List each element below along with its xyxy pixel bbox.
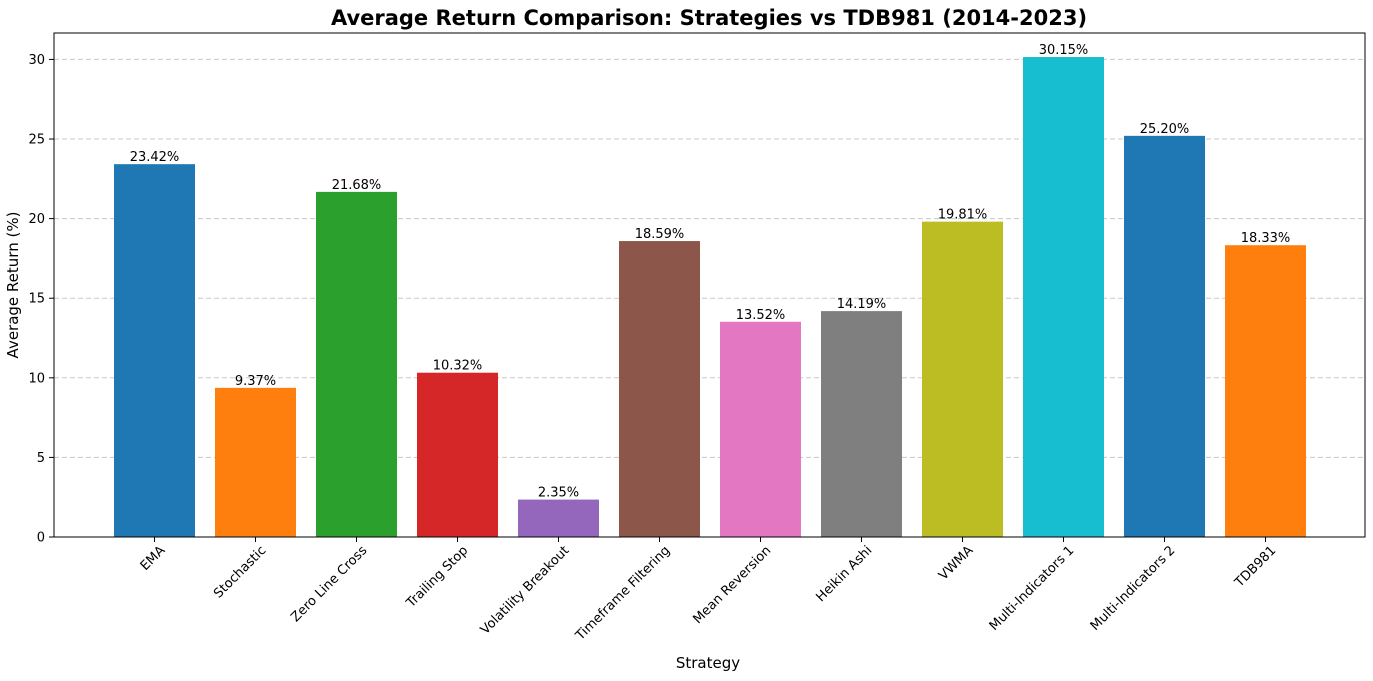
bar-value-label: 25.20%: [1140, 122, 1190, 137]
x-tick-label: Heikin Ashi: [814, 543, 876, 605]
bar: [720, 321, 801, 537]
bar: [518, 499, 599, 537]
bar-value-label: 18.59%: [635, 227, 685, 242]
x-tick-label: Multi-Indicators 2: [1088, 543, 1179, 634]
y-tick-label: 0: [37, 531, 45, 546]
bar-value-label: 18.33%: [1241, 231, 1291, 246]
x-tick-label: Timeframe Filtering: [572, 543, 673, 644]
y-tick-label: 15: [28, 292, 45, 307]
bar-value-labels: 23.42% 9.37% 21.68% 10.32% 2.35% 18.59% 13.52%…: [130, 43, 1291, 501]
y-tick-label: 25: [28, 133, 45, 148]
bar: [1124, 135, 1205, 537]
x-axis-label: Strategy: [676, 654, 740, 672]
bar-value-label: 21.68%: [332, 178, 382, 193]
bar: [619, 241, 700, 537]
y-tick-label: 10: [28, 371, 45, 386]
bar-value-label: 9.37%: [235, 374, 276, 389]
x-tick-label: Mean Reversion: [690, 543, 774, 627]
y-tick-label: 5: [37, 451, 45, 466]
x-tick-label: VWMA: [936, 543, 976, 583]
x-axis-ticks: EMA Stochastic Zero Line Cross Trailing Sto…: [138, 537, 1279, 644]
bar-value-label: 19.81%: [938, 208, 988, 223]
bar: [1023, 57, 1104, 537]
bar: [821, 311, 902, 537]
x-tick-label: Stochastic: [211, 543, 269, 601]
plot-frame: [53, 32, 1366, 538]
bar: [114, 164, 195, 538]
bar-value-label: 30.15%: [1039, 43, 1089, 58]
x-tick-label: EMA: [138, 543, 169, 574]
x-tick-label: Multi-Indicators 1: [987, 543, 1078, 634]
y-axis-ticks: 0 5 10 15 20 25 30: [28, 53, 54, 546]
x-tick-label: Volatility Breakout: [478, 543, 572, 637]
bar-value-label: 2.35%: [538, 486, 579, 501]
bar: [215, 387, 296, 537]
x-tick-label: Trailing Stop: [403, 543, 471, 611]
bar-value-label: 14.19%: [837, 297, 887, 312]
bar: [417, 372, 498, 537]
x-tick-label: TDB981: [1231, 543, 1279, 591]
y-axis-label: Average Return (%): [4, 212, 22, 359]
x-tick-label: Zero Line Cross: [288, 543, 370, 625]
chart-title: Average Return Comparison: Strategies vs…: [331, 6, 1087, 30]
bars: [114, 57, 1306, 538]
y-tick-label: 30: [28, 53, 45, 68]
bar-value-label: 10.32%: [433, 359, 483, 374]
bar-value-label: 13.52%: [736, 308, 786, 323]
bar: [922, 221, 1003, 537]
bar: [1225, 245, 1306, 537]
bar-value-label: 23.42%: [130, 150, 180, 165]
y-tick-label: 20: [28, 212, 45, 227]
bar: [316, 191, 397, 537]
